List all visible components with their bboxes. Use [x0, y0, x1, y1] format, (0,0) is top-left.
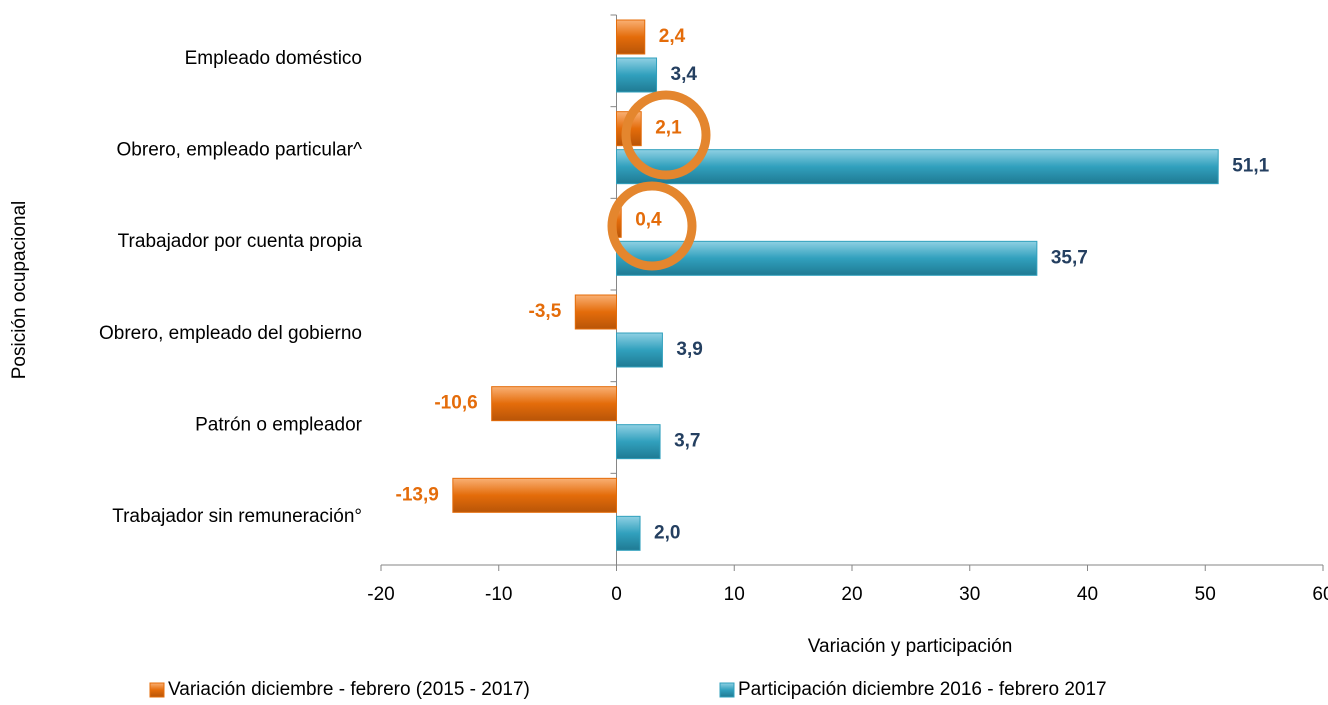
bar	[616, 149, 1219, 185]
y-tick-label: Obrero, empleado del gobierno	[99, 323, 362, 344]
y-tick-label: Patrón o empleador	[195, 415, 363, 436]
y-tick-label: Trabajador sin remuneración°	[112, 506, 362, 527]
bar	[616, 57, 658, 93]
bar	[616, 19, 646, 55]
x-tick-label: 50	[1195, 584, 1216, 605]
value-label: 3,9	[676, 339, 702, 360]
value-label: -3,5	[529, 301, 562, 322]
x-axis-label: Variación y participación	[808, 636, 1013, 657]
x-tick-label: -10	[485, 584, 512, 605]
y-tick-label: Empleado doméstico	[185, 48, 362, 69]
value-label: -13,9	[396, 484, 439, 505]
bar	[616, 332, 663, 368]
value-label: 2,0	[654, 522, 680, 543]
legend-swatch	[719, 682, 735, 698]
y-axis-label: Posición ocupacional	[9, 201, 30, 380]
highlight-ring	[607, 181, 697, 271]
value-label: 3,7	[674, 431, 700, 452]
y-tick-label: Trabajador por cuenta propia	[118, 231, 363, 252]
bar	[574, 294, 617, 330]
x-tick-label: 10	[724, 584, 745, 605]
x-tick-label: -20	[367, 584, 394, 605]
highlight-ring	[621, 90, 711, 180]
value-label: 35,7	[1051, 247, 1088, 268]
bar	[491, 386, 617, 422]
y-tick-label: Obrero, empleado particular^	[117, 140, 363, 161]
value-label: 51,1	[1232, 156, 1269, 177]
x-tick-label: 40	[1077, 584, 1098, 605]
x-tick-label: 20	[841, 584, 862, 605]
value-label: 2,4	[659, 26, 686, 47]
value-label: 0,4	[635, 209, 662, 230]
x-tick-label: 30	[959, 584, 980, 605]
x-tick-label: 60	[1312, 584, 1328, 605]
value-label: 3,4	[671, 64, 698, 85]
bar	[452, 477, 618, 513]
bar	[616, 424, 661, 460]
legend-label: Participación diciembre 2016 - febrero 2…	[738, 679, 1107, 700]
x-tick-label: 0	[611, 584, 622, 605]
legend-swatch	[149, 682, 165, 698]
value-label: 2,1	[655, 118, 682, 139]
value-label: -10,6	[434, 393, 477, 414]
bar	[616, 515, 641, 551]
legend-label: Variación diciembre - febrero (2015 - 20…	[168, 679, 530, 700]
